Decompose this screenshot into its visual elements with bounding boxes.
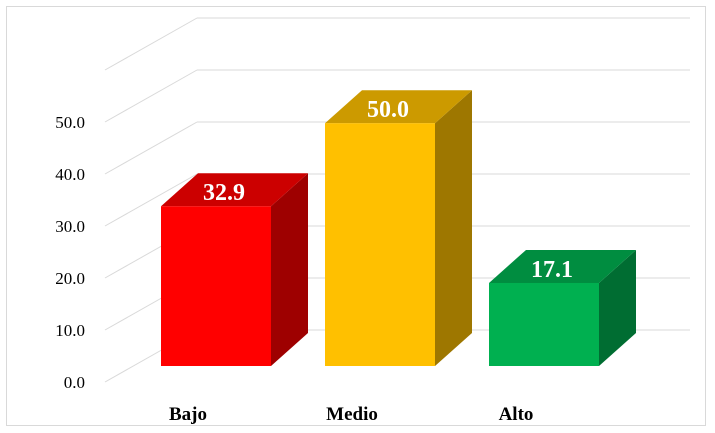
data-label: 50.0 xyxy=(367,97,409,123)
gridline-diagonal xyxy=(104,121,198,175)
bar-alto: 17.1 xyxy=(489,249,636,366)
y-tick-label: 40.0 xyxy=(55,165,85,184)
data-label: 32.9 xyxy=(203,180,245,206)
y-tick-label: 30.0 xyxy=(55,217,85,236)
bar-medio: 50.0 xyxy=(325,90,472,366)
bar-side xyxy=(599,249,636,366)
y-axis-ticks: 0.0 10.0 20.0 30.0 40.0 50.0 xyxy=(55,113,85,392)
x-category-label: Bajo xyxy=(169,404,207,425)
bars: 32.9 50.0 17.1 xyxy=(161,90,636,366)
x-axis-categories: Bajo Medio Alto xyxy=(169,404,533,425)
bar-top xyxy=(161,173,308,207)
x-category-label: Alto xyxy=(499,404,534,425)
x-category-label: Medio xyxy=(326,404,378,425)
bar-side xyxy=(435,90,472,366)
bar-top xyxy=(325,90,472,124)
data-label: 17.1 xyxy=(531,257,573,283)
y-tick-label: 10.0 xyxy=(55,321,85,340)
bar-bajo: 32.9 xyxy=(161,173,308,366)
y-tick-label: 50.0 xyxy=(55,113,85,132)
y-tick-label: 0.0 xyxy=(64,373,85,392)
bar-front xyxy=(161,206,271,366)
bar-front xyxy=(325,123,435,366)
gridline-diagonal xyxy=(104,69,198,123)
bar-top xyxy=(489,249,636,283)
gridline-diagonal xyxy=(104,17,198,71)
bar-side xyxy=(271,173,308,366)
y-tick-label: 20.0 xyxy=(55,269,85,288)
bar-front xyxy=(489,282,599,366)
gridline-diagonal xyxy=(104,173,198,227)
